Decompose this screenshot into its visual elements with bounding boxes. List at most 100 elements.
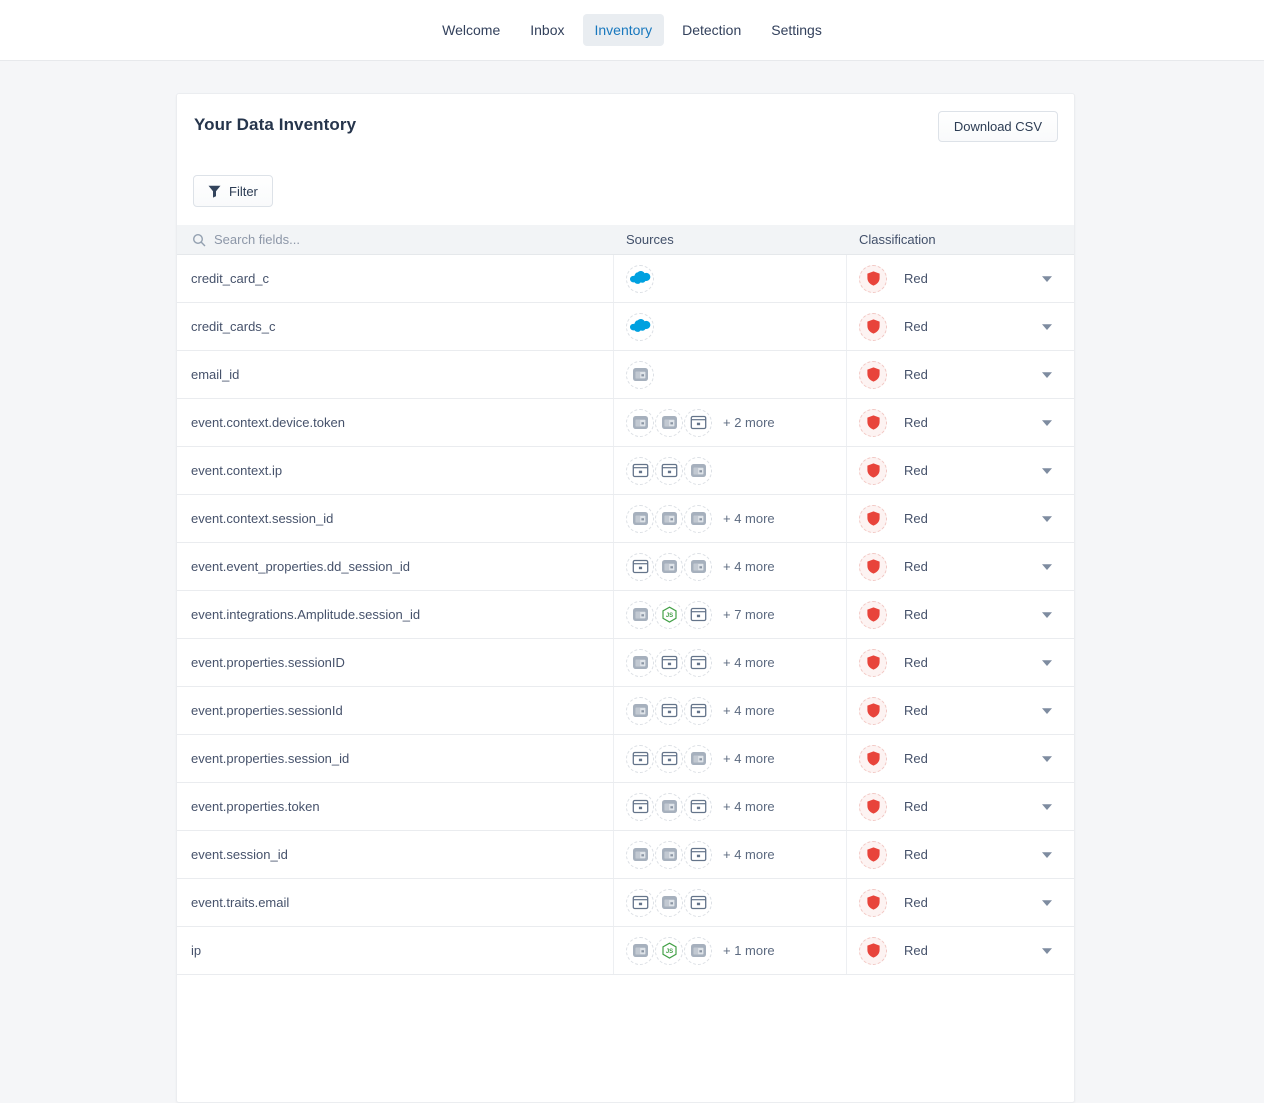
shield-icon — [859, 552, 887, 581]
field-name: event.context.ip — [191, 463, 283, 478]
table-row: credit_card_c Red — [177, 255, 1074, 303]
classification-select[interactable]: Red — [846, 351, 1074, 398]
salesforce-icon — [626, 264, 654, 293]
chevron-down-icon[interactable] — [1042, 419, 1052, 426]
shield-icon — [859, 360, 887, 389]
more-sources-label: + 4 more — [723, 847, 775, 862]
tab-inbox[interactable]: Inbox — [530, 22, 565, 38]
table-header: Sources Classification — [177, 225, 1074, 255]
classification-value: Red — [904, 943, 928, 958]
download-csv-button[interactable]: Download CSV — [937, 111, 1058, 142]
chevron-down-icon[interactable] — [1042, 899, 1052, 906]
more-sources-label: + 4 more — [723, 751, 775, 766]
classification-select[interactable]: Red — [846, 783, 1074, 830]
browser-window-outline-icon — [684, 648, 712, 677]
chevron-down-icon[interactable] — [1042, 659, 1052, 666]
field-name: event.properties.token — [191, 799, 320, 814]
sources-cell — [613, 351, 846, 398]
shield-icon — [859, 888, 887, 917]
chevron-down-icon[interactable] — [1042, 947, 1052, 954]
field-name: event.properties.session_id — [191, 751, 350, 766]
chevron-down-icon[interactable] — [1042, 275, 1052, 282]
browser-window-filled-icon — [684, 744, 712, 773]
classification-select[interactable]: Red — [846, 303, 1074, 350]
field-name: event.traits.email — [191, 895, 290, 910]
filter-icon — [208, 185, 221, 198]
column-header-classification: Classification — [859, 232, 936, 247]
browser-window-outline-icon — [626, 744, 654, 773]
search-input[interactable] — [214, 232, 594, 247]
chevron-down-icon[interactable] — [1042, 707, 1052, 714]
classification-select[interactable]: Red — [846, 399, 1074, 446]
browser-window-outline-icon — [655, 456, 683, 485]
sources-cell — [613, 255, 846, 302]
classification-select[interactable]: Red — [846, 831, 1074, 878]
table-row: event.properties.session_id + 4 more Red — [177, 735, 1074, 783]
chevron-down-icon[interactable] — [1042, 563, 1052, 570]
chevron-down-icon[interactable] — [1042, 755, 1052, 762]
field-name: ip — [191, 943, 202, 958]
tab-welcome[interactable]: Welcome — [442, 22, 501, 38]
chevron-down-icon[interactable] — [1042, 515, 1052, 522]
field-name: credit_cards_c — [191, 319, 276, 334]
nodejs-icon: JS — [655, 936, 683, 965]
tab-detection[interactable]: Detection — [682, 22, 742, 38]
shield-icon — [859, 456, 887, 485]
filter-button[interactable]: Filter — [193, 175, 273, 207]
classification-select[interactable]: Red — [846, 591, 1074, 638]
svg-text:JS: JS — [665, 949, 672, 955]
more-sources-label: + 2 more — [723, 415, 775, 430]
field-name: event.properties.sessionId — [191, 703, 343, 718]
chevron-down-icon[interactable] — [1042, 323, 1052, 330]
browser-window-filled-icon — [626, 840, 654, 869]
classification-value: Red — [904, 559, 928, 574]
field-name: event.context.device.token — [191, 415, 345, 430]
chevron-down-icon[interactable] — [1042, 851, 1052, 858]
browser-window-filled-icon — [684, 936, 712, 965]
browser-window-filled-icon — [655, 840, 683, 869]
classification-value: Red — [904, 655, 928, 670]
field-name: event.properties.sessionID — [191, 655, 345, 670]
download-csv-label: Download CSV — [953, 119, 1042, 134]
browser-window-filled-icon — [655, 408, 683, 437]
sources-cell: + 4 more — [613, 639, 846, 686]
classification-select[interactable]: Red — [846, 447, 1074, 494]
sources-cell: JS + 7 more — [613, 591, 846, 638]
classification-select[interactable]: Red — [846, 927, 1074, 974]
table-row: event.properties.sessionID + 4 more Red — [177, 639, 1074, 687]
table-row: event.event_properties.dd_session_id + 4… — [177, 543, 1074, 591]
classification-select[interactable]: Red — [846, 255, 1074, 302]
browser-window-outline-icon — [626, 888, 654, 917]
browser-window-outline-icon — [684, 696, 712, 725]
sources-cell: + 4 more — [613, 831, 846, 878]
chevron-down-icon[interactable] — [1042, 803, 1052, 810]
classification-value: Red — [904, 751, 928, 766]
more-sources-label: + 4 more — [723, 799, 775, 814]
shield-icon — [859, 744, 887, 773]
tab-inventory[interactable]: Inventory — [582, 14, 665, 46]
classification-select[interactable]: Red — [846, 639, 1074, 686]
classification-select[interactable]: Red — [846, 543, 1074, 590]
chevron-down-icon[interactable] — [1042, 371, 1052, 378]
browser-window-filled-icon — [626, 696, 654, 725]
classification-value: Red — [904, 607, 928, 622]
search-icon — [192, 233, 206, 247]
more-sources-label: + 4 more — [723, 559, 775, 574]
field-name: event.session_id — [191, 847, 288, 862]
classification-value: Red — [904, 703, 928, 718]
shield-icon — [859, 648, 887, 677]
tab-settings[interactable]: Settings — [771, 22, 822, 38]
classification-select[interactable]: Red — [846, 735, 1074, 782]
chevron-down-icon[interactable] — [1042, 611, 1052, 618]
filter-button-label: Filter — [229, 183, 258, 199]
sources-cell: JS + 1 more — [613, 927, 846, 974]
classification-value: Red — [904, 367, 928, 382]
search-field — [177, 232, 613, 247]
chevron-down-icon[interactable] — [1042, 467, 1052, 474]
classification-select[interactable]: Red — [846, 687, 1074, 734]
browser-window-filled-icon — [626, 504, 654, 533]
top-nav: Welcome Inbox Inventory Detection Settin… — [0, 0, 1264, 61]
classification-select[interactable]: Red — [846, 879, 1074, 926]
sources-cell: + 2 more — [613, 399, 846, 446]
classification-select[interactable]: Red — [846, 495, 1074, 542]
